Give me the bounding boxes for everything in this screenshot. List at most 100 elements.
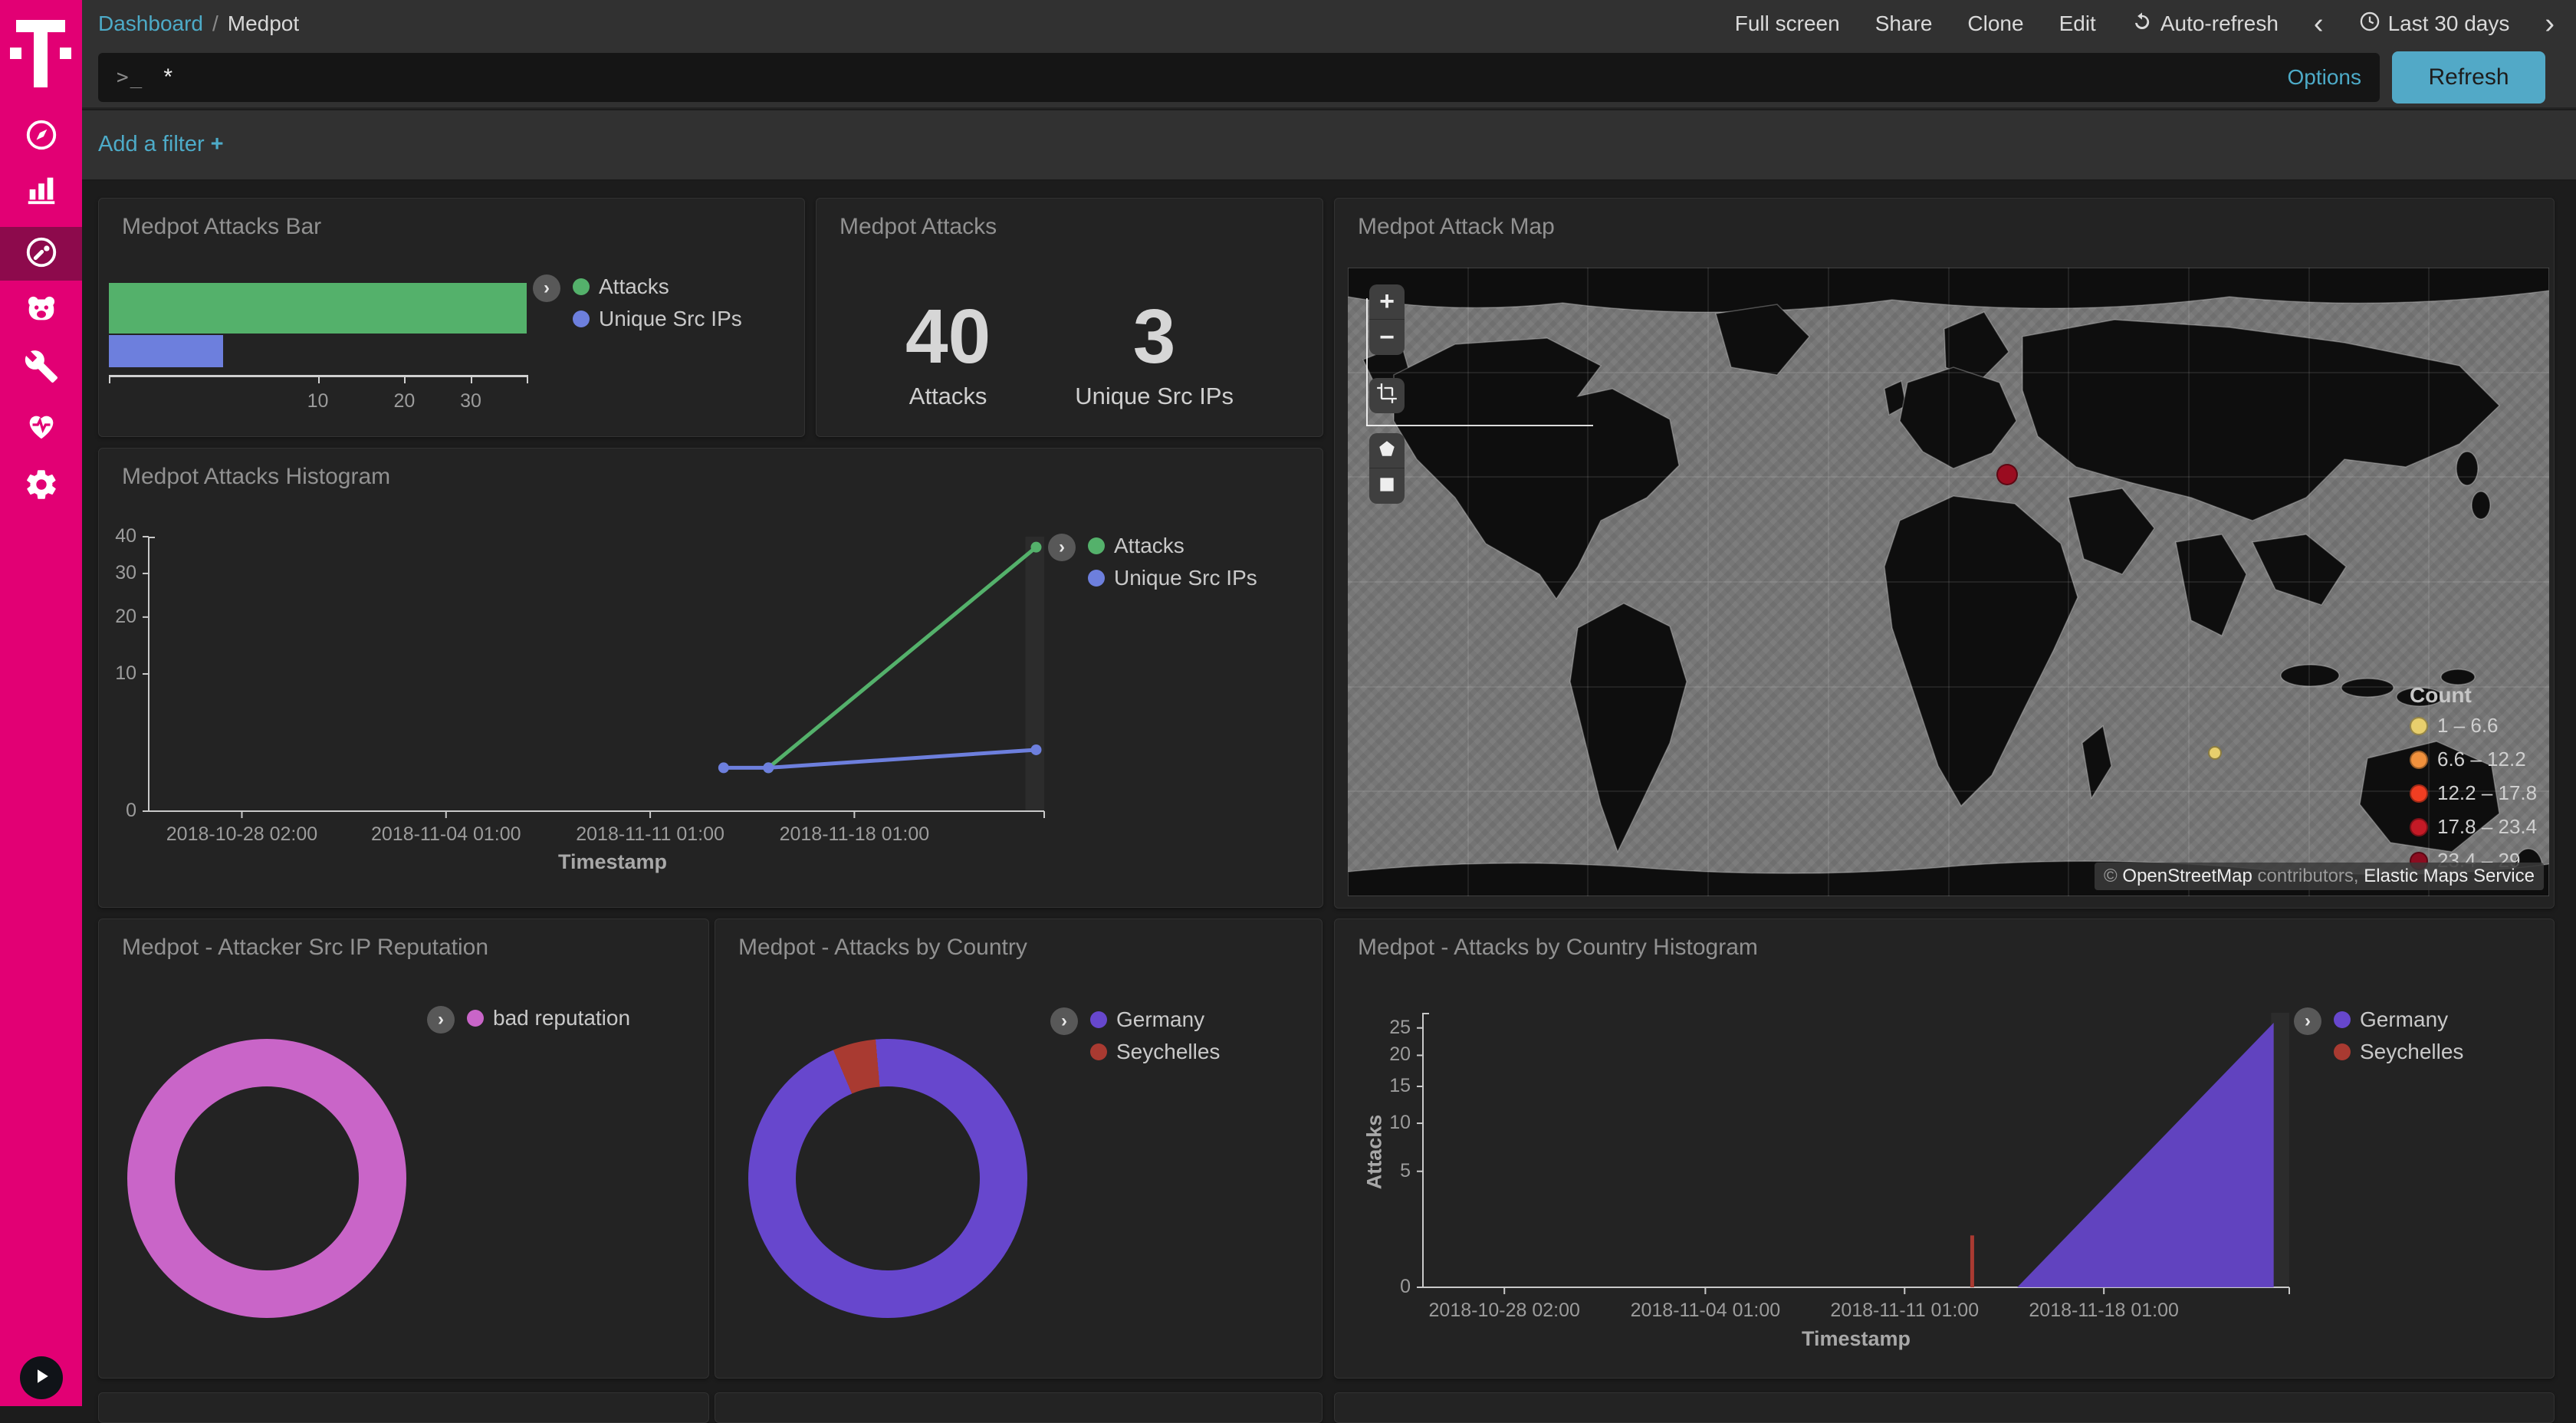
x-axis-tick <box>404 375 406 383</box>
sidebar-item-discover[interactable] <box>0 110 82 163</box>
legend-item[interactable]: bad reputation <box>467 1006 630 1030</box>
refresh-button[interactable]: Refresh <box>2392 51 2545 104</box>
wrench-icon <box>24 349 59 388</box>
panel-attacks-by-country: Medpot - Attacks by Country › Germany Sey… <box>715 919 1322 1379</box>
legend-toggle-icon[interactable]: › <box>1048 534 1076 561</box>
legend-item-label: Seychelles <box>1116 1040 1221 1063</box>
time-forward-button[interactable]: › <box>2545 7 2555 40</box>
partial-panel <box>98 1392 709 1423</box>
legend-item-label: Attacks <box>599 274 669 298</box>
x-tick-label: 2018-11-04 01:00 <box>370 823 521 845</box>
x-tick-label: 2018-11-11 01:00 <box>576 823 724 845</box>
map-rectangle-tool-button[interactable] <box>1369 468 1405 504</box>
time-range-picker[interactable]: Last 30 days <box>2359 11 2509 38</box>
crop-icon <box>1376 381 1398 411</box>
x-axis-tick <box>109 375 110 383</box>
legend-color-dot <box>1088 570 1105 587</box>
legend-toggle-icon[interactable]: › <box>1050 1007 1078 1035</box>
reputation-legend: › bad reputation <box>427 1006 630 1034</box>
map-crop-button[interactable] <box>1369 378 1405 413</box>
bucket-color-dot <box>2410 784 2428 803</box>
plus-icon: + <box>210 132 224 156</box>
edit-button[interactable]: Edit <box>2058 12 2096 35</box>
x-tick-label: 2018-10-28 02:00 <box>1428 1300 1580 1321</box>
world-map[interactable]: + − Count 1 – 6.6 6.6 – 12.2 12.2 – 17.8 17… <box>1348 268 2549 896</box>
map-legend-bucket: 6.6 – 12.2 <box>2410 748 2545 771</box>
panel-medpot-attacks-metric: Medpot Attacks 40 Attacks 3 Unique Src I… <box>816 198 1323 437</box>
clock-icon <box>2359 11 2380 38</box>
legend-item[interactable]: Unique Src IPs <box>1088 566 1257 590</box>
metric-attacks: 40 Attacks <box>905 298 991 410</box>
panel-title: Medpot Attacks Histogram <box>122 464 391 489</box>
legend-item[interactable]: Unique Src IPs <box>573 307 742 331</box>
legend-item[interactable]: Germany <box>1090 1007 1220 1032</box>
breadcrumb-dashboard-link[interactable]: Dashboard <box>98 12 203 35</box>
bar-0[interactable] <box>109 283 527 334</box>
clone-button[interactable]: Clone <box>1967 12 2024 35</box>
share-button[interactable]: Share <box>1875 12 1933 35</box>
map-zoom-out-button[interactable]: − <box>1379 322 1395 352</box>
legend-item[interactable]: Germany <box>2334 1007 2463 1032</box>
metric-value: 40 <box>905 294 991 380</box>
metric-label: Attacks <box>909 383 987 409</box>
y-tick-label: 40 <box>115 525 136 547</box>
sidebar-item-monitoring[interactable] <box>0 400 82 454</box>
map-attack-point[interactable] <box>2208 746 2223 761</box>
map-attack-point[interactable] <box>1996 463 2019 485</box>
x-tick-label: 2018-11-18 01:00 <box>2029 1300 2179 1321</box>
legend-toggle-icon[interactable]: › <box>2294 1007 2321 1035</box>
full-screen-button[interactable]: Full screen <box>1734 12 1840 35</box>
bear-icon <box>24 291 59 330</box>
top-navigation-bar: Dashboard / Medpot Full screen Share Clo… <box>82 0 2576 48</box>
play-button[interactable] <box>20 1356 63 1399</box>
legend-toggle-icon[interactable]: › <box>427 1006 455 1034</box>
legend-color-dot <box>1090 1043 1107 1060</box>
auto-refresh-button[interactable]: Auto-refresh <box>2131 11 2279 38</box>
legend-item[interactable]: Attacks <box>1088 534 1257 558</box>
sidebar-item-visualize[interactable] <box>0 164 82 218</box>
sidebar-item-honeypot[interactable] <box>0 284 82 337</box>
panel-medpot-attack-map: Medpot Attack Map <box>1334 198 2555 909</box>
panel-title: Medpot - Attacks by Country Histogram <box>1358 935 1758 960</box>
bar-1[interactable] <box>109 335 224 367</box>
x-tick-label: 10 <box>307 390 329 412</box>
map-zoom-in-button[interactable]: + <box>1369 284 1405 320</box>
legend-item[interactable]: Seychelles <box>1090 1040 1220 1064</box>
legend-item-label: Attacks <box>1114 534 1184 557</box>
legend-item-label: bad reputation <box>493 1006 631 1030</box>
openstreetmap-link[interactable]: OpenStreetMap <box>2122 866 2252 886</box>
bucket-range-label: 6.6 – 12.2 <box>2437 748 2526 771</box>
query-options-link[interactable]: Options <box>2287 65 2362 89</box>
sidebar-item-dashboard[interactable] <box>0 227 82 281</box>
reputation-donut-chart[interactable] <box>127 1039 406 1318</box>
elastic-maps-service-link[interactable]: Elastic Maps Service <box>2364 866 2535 886</box>
dashboard-toolbar: Full screen Share Clone Edit Auto-refres… <box>1735 0 2576 48</box>
add-filter-link[interactable]: Add a filter + <box>98 132 224 156</box>
search-input[interactable]: >_ * Options <box>98 53 2380 102</box>
sidebar-item-management[interactable] <box>0 459 82 513</box>
map-scale-line-vertical <box>1366 298 1368 426</box>
legend-toggle-icon[interactable]: › <box>533 274 560 302</box>
legend-item[interactable]: Attacks <box>573 274 742 299</box>
bucket-color-dot <box>2410 716 2428 735</box>
x-tick-label: 20 <box>393 390 416 412</box>
legend-color-dot <box>573 278 590 295</box>
bar-chart: 10 20 30 <box>109 283 646 421</box>
breadcrumb-current: Medpot <box>227 12 300 35</box>
query-bar-row: >_ * Options Refresh <box>82 48 2576 109</box>
country-donut-chart[interactable] <box>748 1039 1027 1318</box>
bucket-range-label: 1 – 6.6 <box>2437 714 2499 737</box>
sidebar-item-tools[interactable] <box>0 341 82 395</box>
y-tick-label: 0 <box>126 800 136 821</box>
y-tick-label: 30 <box>115 561 136 583</box>
map-polygon-tool-button[interactable] <box>1369 433 1405 468</box>
filter-bar-row: Add a filter + <box>82 110 2576 181</box>
panel-attacks-by-country-histogram: Medpot - Attacks by Country Histogram At… <box>1334 919 2555 1379</box>
breadcrumb: Dashboard / Medpot <box>98 0 299 48</box>
legend-item[interactable]: Seychelles <box>2334 1040 2463 1064</box>
bar-chart-legend: › Attacks Unique Src IPs <box>533 274 742 331</box>
breadcrumb-separator: / <box>212 12 219 35</box>
time-back-button[interactable]: ‹ <box>2313 7 2324 40</box>
heartbeat-icon <box>24 408 59 447</box>
legend-item-label: Germany <box>1116 1007 1205 1031</box>
